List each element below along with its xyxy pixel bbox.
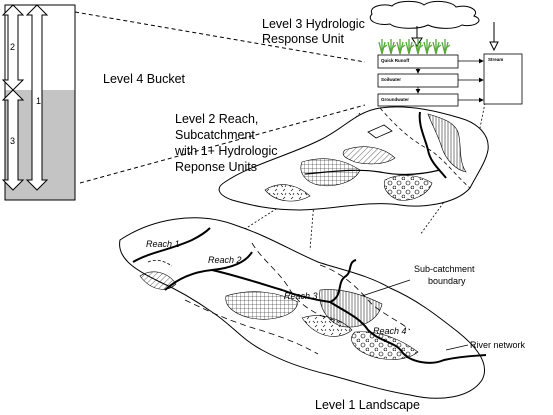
level1-label: Level 1 Landscape (315, 398, 420, 412)
cloud (369, 0, 480, 29)
reach-2-label: Reach 2 (208, 255, 242, 265)
river-network (132, 227, 487, 364)
reach-4-label: Reach 4 (373, 326, 407, 336)
subcatchment-map (218, 106, 489, 211)
subcatchment-boundary-label-line1: Sub-catchment (414, 264, 475, 274)
reach-1-label: Reach 1 (146, 239, 180, 249)
grass-tuft (396, 39, 406, 55)
bucket-arrow-1 (25, 4, 49, 191)
hru-boxes (377, 53, 523, 107)
hru-stream-label: Stream (488, 57, 504, 62)
reach-3-label: Reach 3 (284, 291, 318, 301)
hru-groundwater-label: Groundwater (381, 97, 410, 102)
hru-soilwater-label: Soilwater (381, 77, 402, 82)
level3-label-line1: Level 3 Hydrologic (262, 17, 365, 31)
bucket-arrow-label-1: 1 (36, 96, 42, 106)
river-network-label: River network (470, 340, 526, 350)
rain-arrows (411, 22, 499, 52)
grass-tuft (405, 39, 415, 55)
grass (378, 39, 451, 55)
level3-label-line2: Response Unit (262, 32, 344, 46)
connector-lines (74, 11, 366, 184)
grass-tuft (441, 39, 451, 55)
grass-tuft (378, 39, 388, 55)
grass-tuft (432, 39, 442, 55)
bucket-arrow-3 (1, 89, 25, 191)
level2-label-line3: with 1+ Hydrologic (175, 144, 278, 158)
bucket-arrow-label-3: 3 (10, 136, 16, 146)
level2-label-line2: Subcatchment (175, 128, 255, 142)
level2-label-line4: Reponse Units (175, 160, 257, 174)
level2-label-line1: Level 2 Reach, (175, 112, 259, 126)
callout-lines (361, 279, 469, 351)
hru-quickflow-label: Quick Runoff (381, 58, 410, 63)
bucket-arrow-label-2: 2 (10, 42, 16, 52)
grass-tuft (387, 39, 397, 55)
level4-label: Level 4 Bucket (103, 72, 185, 86)
hru-flow-arrows (415, 58, 484, 103)
grass-tuft (414, 39, 424, 55)
grass-tuft (423, 39, 433, 55)
subcatchment-boundary-label-line2: boundary (428, 276, 466, 286)
